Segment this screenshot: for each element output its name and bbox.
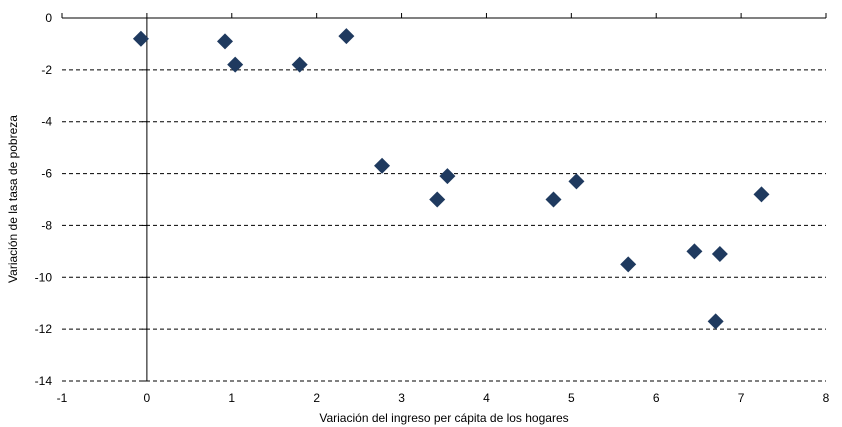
data-point-diamond	[374, 157, 391, 174]
data-point-diamond	[132, 30, 149, 47]
x-tick-label: 5	[568, 391, 575, 405]
x-tick-label: 2	[313, 391, 320, 405]
y-tick-label: -8	[41, 218, 52, 232]
data-point-diamond	[711, 245, 728, 262]
data-point-diamond	[216, 33, 233, 50]
y-tick-label: 0	[45, 11, 52, 25]
data-point-diamond	[338, 28, 355, 45]
data-point-diamond	[291, 56, 308, 73]
x-tick-label: 8	[823, 391, 830, 405]
x-tick-label: 0	[144, 391, 151, 405]
tick-labels: -1 0 1 2 3 4 5 6 7 80-2-4-6-8-10-12-14	[35, 11, 830, 405]
y-tick-label: -2	[41, 63, 52, 77]
x-axis-label: Variación del ingreso per cápita de los …	[319, 411, 568, 425]
axes	[61, 13, 827, 382]
y-tick-label: -14	[35, 374, 53, 388]
data-point-diamond	[707, 313, 724, 330]
y-tick-label: -12	[35, 322, 53, 336]
data-point-diamond	[227, 56, 244, 73]
data-point-diamond	[686, 243, 703, 260]
y-tick-label: -10	[35, 270, 53, 284]
data-point-diamond	[753, 186, 770, 203]
x-tick-label: 6	[653, 391, 660, 405]
x-tick-label: 7	[738, 391, 745, 405]
x-tick-label: 3	[398, 391, 405, 405]
x-tick-label: 1	[228, 391, 235, 405]
y-axis-label: Variación de la tasa de pobreza	[6, 115, 20, 283]
data-points	[132, 28, 770, 330]
y-tick-label: -4	[41, 115, 52, 129]
data-point-diamond	[429, 191, 446, 208]
x-tick-label: 4	[483, 391, 490, 405]
data-point-diamond	[620, 256, 637, 273]
x-tick-label: -1	[57, 391, 68, 405]
y-tick-label: -6	[41, 167, 52, 181]
data-point-diamond	[439, 168, 456, 185]
data-point-diamond	[545, 191, 562, 208]
data-point-diamond	[568, 173, 585, 190]
